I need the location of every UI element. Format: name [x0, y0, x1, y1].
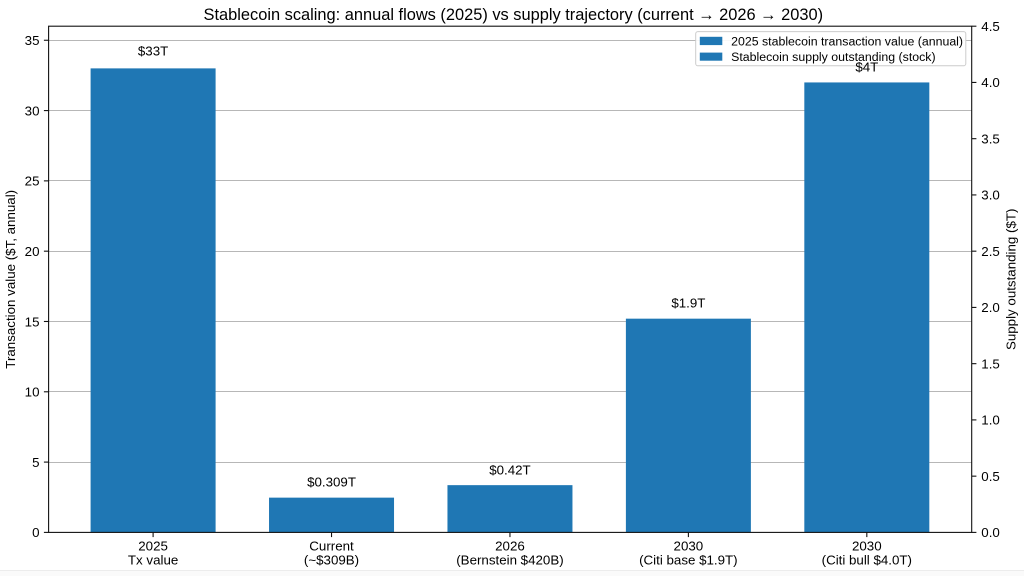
svg-text:Stablecoin scaling: annual flo: Stablecoin scaling: annual flows (2025) … — [204, 6, 824, 24]
svg-text:$0.309T: $0.309T — [307, 475, 356, 490]
svg-text:Current: Current — [309, 539, 354, 554]
svg-text:2026: 2026 — [495, 539, 525, 554]
svg-text:2.5: 2.5 — [981, 244, 1000, 259]
svg-text:2025: 2025 — [138, 539, 168, 554]
svg-text:20: 20 — [25, 244, 40, 259]
svg-text:(Citi base $1.9T): (Citi base $1.9T) — [639, 553, 738, 568]
svg-text:$1.9T: $1.9T — [671, 296, 705, 311]
svg-text:35: 35 — [25, 33, 40, 48]
svg-text:2025 stablecoin transaction va: 2025 stablecoin transaction value (annua… — [731, 34, 963, 48]
svg-text:4.0: 4.0 — [981, 75, 1000, 90]
svg-text:$33T: $33T — [138, 43, 168, 58]
svg-text:0: 0 — [32, 525, 39, 540]
svg-text:10: 10 — [25, 385, 40, 400]
svg-text:1.0: 1.0 — [981, 413, 1000, 428]
svg-text:(Bernstein $420B): (Bernstein $420B) — [456, 553, 563, 568]
svg-text:Transaction value ($T, annual): Transaction value ($T, annual) — [3, 190, 18, 369]
svg-text:3.0: 3.0 — [981, 188, 1000, 203]
svg-text:25: 25 — [25, 174, 40, 189]
svg-text:Stablecoin supply outstanding: Stablecoin supply outstanding (stock) — [731, 50, 935, 64]
svg-text:5: 5 — [32, 455, 39, 470]
svg-text:3.5: 3.5 — [981, 131, 1000, 146]
svg-text:(~$309B): (~$309B) — [304, 553, 359, 568]
svg-text:1.5: 1.5 — [981, 356, 1000, 371]
svg-text:(Citi bull $4.0T): (Citi bull $4.0T) — [822, 553, 912, 568]
svg-text:30: 30 — [25, 103, 40, 118]
svg-text:$0.42T: $0.42T — [489, 462, 531, 477]
svg-text:2.0: 2.0 — [981, 300, 1000, 315]
svg-text:15: 15 — [25, 314, 40, 329]
svg-text:$4T: $4T — [855, 60, 878, 75]
svg-text:2030: 2030 — [852, 539, 882, 554]
svg-text:0.0: 0.0 — [981, 525, 1000, 540]
svg-text:Supply outstanding ($T): Supply outstanding ($T) — [1004, 209, 1019, 351]
svg-text:2030: 2030 — [674, 539, 704, 554]
svg-text:0.5: 0.5 — [981, 469, 1000, 484]
svg-text:Tx value: Tx value — [128, 553, 178, 568]
svg-text:4.5: 4.5 — [981, 19, 1000, 34]
